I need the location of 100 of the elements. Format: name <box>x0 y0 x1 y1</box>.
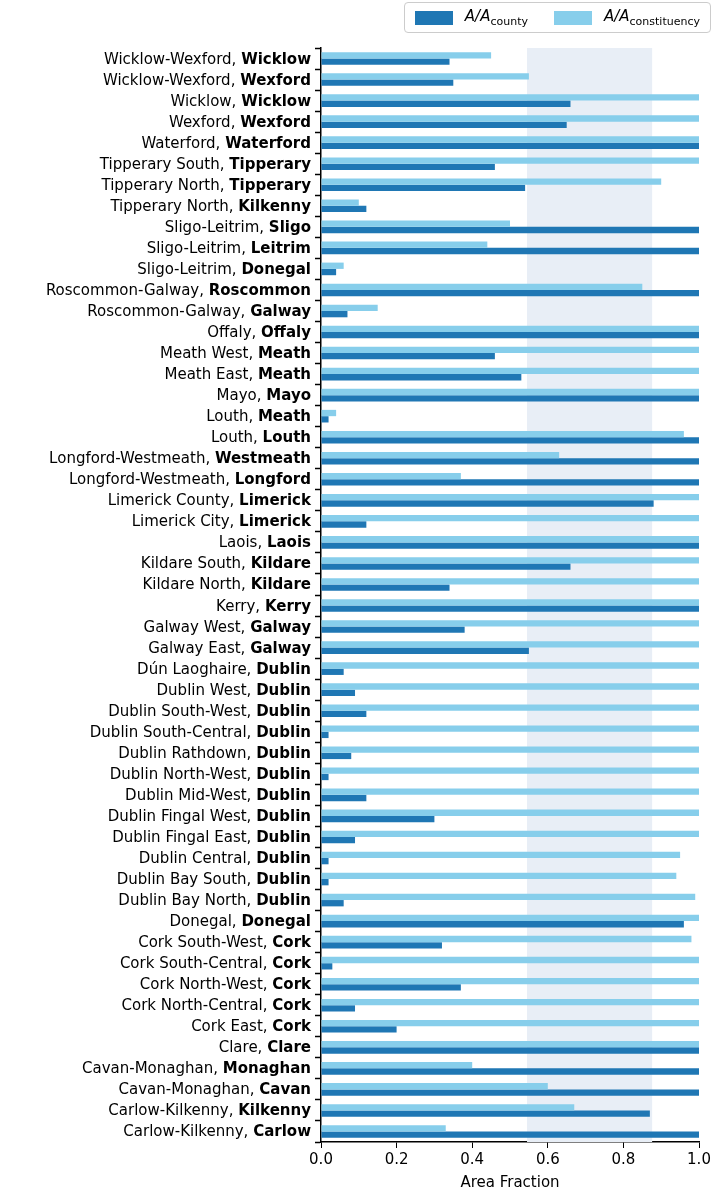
bar <box>321 605 699 612</box>
y-tick-label: Wicklow-Wexford, Wicklow <box>103 49 311 68</box>
y-tick-label: Roscommon-Galway, Roscommon <box>45 280 311 299</box>
bar <box>321 430 684 438</box>
bar <box>321 647 529 654</box>
bar <box>321 1110 650 1117</box>
bar <box>321 794 367 802</box>
bar <box>321 163 495 171</box>
bar <box>321 395 699 402</box>
y-tick-label: Waterford, Waterford <box>141 133 311 152</box>
x-axis-title: Area Fraction <box>460 1172 560 1191</box>
bar <box>321 367 699 375</box>
y-tick-label: Longford-Westmeath, Longford <box>68 470 311 489</box>
bar <box>321 325 699 333</box>
y-tick-label: Dublin West, Dublin <box>156 680 311 699</box>
bar <box>321 451 560 459</box>
bar <box>321 815 435 823</box>
y-tick-label: Sligo-Leitrim, Sligo <box>164 217 311 236</box>
y-tick-label: Dublin South-Central, Dublin <box>89 722 311 741</box>
y-tick-label: Galway West, Galway <box>143 617 311 636</box>
bar <box>321 268 337 276</box>
bar <box>321 1068 699 1075</box>
bar <box>321 136 699 143</box>
y-tick-label: Carlow-Kilkenny, Kilkenny <box>108 1101 311 1120</box>
bar <box>321 977 699 985</box>
bar <box>321 879 329 886</box>
bar <box>321 998 699 1006</box>
x-tick-label: 0.0 <box>309 1149 333 1168</box>
y-tick-label: Wexford, Wexford <box>168 112 311 131</box>
y-tick-label: Dublin Mid-West, Dublin <box>125 785 311 804</box>
bar <box>321 416 329 423</box>
bar <box>321 851 681 858</box>
bar <box>321 921 684 928</box>
y-tick-label: Tipperary North, Kilkenny <box>110 196 311 215</box>
bar <box>321 479 699 486</box>
y-tick-label: Meath West, Meath <box>159 344 311 363</box>
y-tick-label: Offaly, Offaly <box>207 323 311 342</box>
bar <box>321 178 662 185</box>
bar <box>321 893 696 901</box>
bar <box>321 641 699 648</box>
bar <box>321 388 699 396</box>
bar <box>321 332 699 339</box>
bar <box>321 900 344 907</box>
y-tick-label: Sligo-Leitrim, Leitrim <box>146 238 311 257</box>
y-tick-label: Louth, Meath <box>206 407 311 426</box>
x-tick-label: 1.0 <box>687 1149 711 1168</box>
y-tick-label: Meath East, Meath <box>164 365 311 384</box>
bar <box>321 121 567 128</box>
bar <box>321 668 344 675</box>
y-tick-label: Laois, Laois <box>218 533 311 552</box>
bar <box>321 731 329 739</box>
y-tick-label: Galway East, Galway <box>148 638 311 657</box>
bar <box>321 536 699 543</box>
x-tick-label: 0.6 <box>535 1149 560 1168</box>
y-tick-label: Dublin Rathdown, Dublin <box>118 743 311 762</box>
bar <box>321 620 699 627</box>
bar <box>321 1083 548 1090</box>
bar <box>321 241 488 248</box>
bar <box>321 515 699 522</box>
bar <box>321 199 359 206</box>
bar <box>321 1019 699 1027</box>
bar <box>321 226 699 234</box>
bar <box>321 578 699 585</box>
y-tick-label: Wicklow, Wicklow <box>170 91 311 110</box>
bar <box>321 304 378 311</box>
y-tick-label: Kildare North, Kildare <box>142 575 311 594</box>
y-tick-label: Dublin North-West, Dublin <box>109 764 311 783</box>
y-tick-label: Kildare South, Kildare <box>140 554 311 573</box>
y-tick-label: Mayo, Mayo <box>216 386 311 405</box>
y-tick-label: Dublin Central, Dublin <box>138 848 311 867</box>
bar <box>321 346 699 354</box>
bar <box>321 956 699 964</box>
bar <box>321 542 699 549</box>
bar <box>321 52 492 59</box>
y-tick-label: Dublin Fingal West, Dublin <box>107 806 311 825</box>
bar <box>321 1131 699 1138</box>
y-tick-label: Donegal, Donegal <box>169 912 311 931</box>
bar <box>321 725 699 732</box>
y-tick-label: Carlow-Kilkenny, Carlow <box>123 1122 311 1141</box>
x-tick-label: 0.2 <box>384 1149 409 1168</box>
y-tick-label: Tipperary South, Tipperary <box>99 154 311 173</box>
bar <box>321 283 643 290</box>
y-tick-label: Cork North-Central, Cork <box>121 996 311 1015</box>
bar <box>321 73 529 80</box>
bar <box>321 710 367 718</box>
bar <box>321 857 329 865</box>
bar <box>321 809 699 816</box>
bar <box>321 1047 699 1054</box>
bar <box>321 935 692 943</box>
y-tick-label: Cork East, Cork <box>191 1017 311 1036</box>
bar <box>321 626 465 633</box>
bar <box>321 115 699 122</box>
y-tick-label: Roscommon-Galway, Galway <box>87 301 311 320</box>
bar <box>321 142 699 149</box>
bar <box>321 1041 699 1048</box>
bar <box>321 942 442 949</box>
y-tick-label: Limerick City, Limerick <box>131 512 311 531</box>
bar <box>321 100 571 107</box>
bar <box>321 247 699 255</box>
y-tick-label: Dublin Fingal East, Dublin <box>112 827 311 846</box>
